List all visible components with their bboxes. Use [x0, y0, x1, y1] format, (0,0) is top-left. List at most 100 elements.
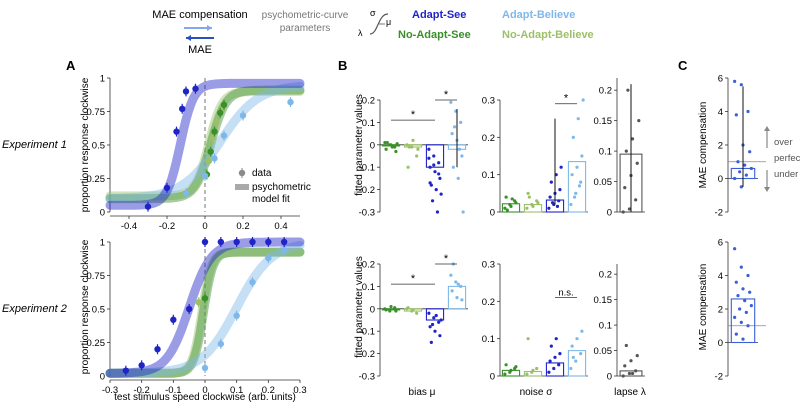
subject-point [415, 154, 419, 158]
subject-point [456, 282, 460, 286]
subject-point [743, 299, 747, 303]
data-point-adapt-see [154, 346, 161, 353]
subject-point [438, 334, 442, 338]
subject-point [734, 280, 738, 284]
subject-point [741, 337, 745, 341]
bias-chart-exp1: -0.3 -0.2 -0.1 0 0.1 0.2 * * [359, 89, 468, 219]
data-point-no-adapt-believe [195, 299, 202, 306]
c-over-label: over [774, 137, 792, 148]
y-tick-label: 0.1 [362, 118, 375, 129]
subject-point [437, 161, 441, 165]
subject-point [623, 186, 627, 190]
y-tick-label: 0.75 [87, 107, 106, 118]
subject-point [504, 195, 508, 199]
subject-point [580, 154, 584, 158]
y-tick-label: 4 [718, 271, 723, 282]
data-point-adapt-believe [233, 312, 240, 319]
bar-adapt-believe [567, 161, 587, 213]
subject-point [514, 201, 518, 205]
subject-point [393, 306, 397, 310]
bar-adapt-see [545, 362, 565, 377]
subject-point [555, 204, 560, 208]
subject-point [743, 163, 747, 167]
a-inset-legend: data psychometric model fit [235, 168, 311, 205]
subject-point [505, 208, 509, 212]
x-tick-label: 0.2 [262, 385, 275, 396]
x-tick-label: 0.2 [236, 221, 249, 232]
y-tick-label: 0 [490, 372, 495, 383]
subject-point [627, 371, 632, 376]
data-point-adapt-believe [201, 364, 209, 372]
lapse-chart-exp1: 0 0.05 0.1 0.15 0.2 [594, 78, 645, 219]
subject-point [439, 192, 443, 196]
subject-point [504, 363, 508, 367]
legend-mu: μ [386, 17, 391, 27]
subject-point [439, 318, 443, 322]
data-point-adapt-believe [201, 172, 209, 180]
y-tick-label: 0.25 [87, 338, 106, 349]
subject-point [547, 206, 551, 210]
subject-point [384, 308, 388, 312]
y-tick-label: 0.1 [482, 170, 495, 181]
inset-fit-swatch [235, 184, 249, 190]
data-point-adapt-see [182, 88, 190, 95]
subject-point [559, 165, 563, 169]
fit-band-no-adapt-believe [105, 247, 305, 378]
legend-sigma: σ [370, 8, 376, 18]
subject-point [450, 289, 454, 293]
legend-params-line1: psychometric-curve [262, 10, 349, 21]
subject-point [509, 368, 513, 372]
b-xlabel-noise: noise σ [520, 387, 554, 398]
subject-point [627, 207, 632, 211]
a-xlabel: test stimulus speed clockwise (arb. unit… [114, 392, 296, 403]
subject-point [394, 149, 398, 154]
subject-point [575, 337, 579, 341]
subject-point [406, 165, 410, 169]
subject-point [549, 344, 553, 348]
subject-point [432, 316, 436, 320]
y-tick-label: 0.2 [362, 260, 375, 271]
subject-point [457, 147, 462, 151]
subject-point [451, 165, 455, 169]
x-tick-label: -0.2 [159, 221, 175, 232]
subject-point [535, 366, 539, 371]
subject-point [415, 311, 419, 315]
subject-point [503, 206, 507, 210]
bar-adapt-see [425, 308, 445, 321]
subject-point [531, 368, 535, 372]
bar-no-adapt-see [381, 308, 401, 311]
subject-point [503, 372, 507, 376]
x-tick-label: 0 [202, 221, 207, 232]
y-tick-label: 0.2 [599, 86, 612, 97]
y-tick-label: 0.05 [594, 346, 613, 357]
subject-point [433, 329, 437, 333]
subject-point [452, 125, 457, 129]
a-exp2-ylabel: proportion response clockwise [80, 239, 91, 374]
subject-point [630, 371, 635, 376]
subject-point [552, 366, 556, 371]
subject-point [746, 273, 750, 278]
y-tick-label: 0.1 [362, 282, 375, 293]
subject-point [514, 365, 518, 369]
subject-point [438, 176, 442, 180]
y-tick-label: 2 [718, 141, 723, 152]
y-tick-label: 1 [100, 238, 105, 249]
data-point-adapt-see [217, 238, 225, 246]
legend-mae-compensation: MAE compensation [152, 9, 247, 21]
subject-point [626, 88, 630, 92]
subject-point [629, 359, 633, 363]
subject-point [736, 160, 740, 164]
psychometric-chart-exp1: 0 0.25 0.5 0.75 1 -0.4 -0.2 0 0.2 0.4 [87, 74, 305, 232]
y-tick-label: -2 [715, 372, 723, 383]
subject-point [405, 143, 409, 147]
y-tick-label: 0 [100, 208, 105, 219]
x-tick-label: -0.2 [133, 385, 149, 396]
subject-point [536, 201, 540, 205]
subject-point [411, 138, 415, 142]
subject-point [427, 156, 431, 160]
y-tick-label: 0 [370, 304, 375, 315]
data-point-adapt-see [249, 238, 256, 246]
y-tick-label: -2 [715, 208, 723, 219]
subject-point [429, 340, 433, 344]
subject-point [739, 265, 743, 269]
